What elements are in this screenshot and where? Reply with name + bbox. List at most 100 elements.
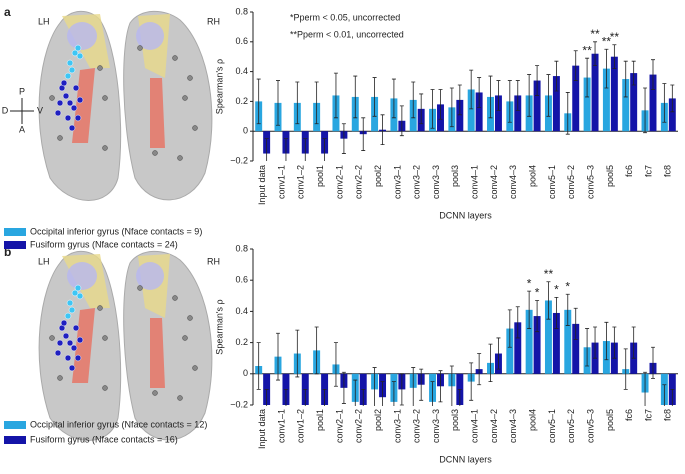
x-tick-label: conv3–1 bbox=[392, 165, 402, 199]
error-bar bbox=[469, 362, 474, 401]
y-axis-label: Spearman's ρ bbox=[214, 59, 224, 114]
x-tick-label: pool1 bbox=[315, 165, 325, 187]
bar bbox=[533, 316, 541, 374]
error-bar bbox=[341, 123, 346, 154]
x-tick-label: conv4–1 bbox=[470, 409, 480, 443]
error-bar bbox=[322, 389, 327, 406]
legend-label: Fusiform gyrus (Nface contacts = 16) bbox=[30, 434, 178, 444]
error-bar bbox=[496, 337, 501, 370]
error-bar bbox=[515, 80, 520, 111]
x-tick-label: conv1–1 bbox=[276, 165, 286, 199]
electrode-other bbox=[137, 285, 143, 291]
error-bar bbox=[399, 105, 404, 137]
electrode-light bbox=[66, 299, 74, 307]
legend-swatch bbox=[4, 421, 26, 429]
error-bar bbox=[264, 138, 269, 161]
error-bar bbox=[554, 296, 559, 329]
electrode-dark bbox=[64, 354, 72, 362]
error-bar bbox=[314, 326, 319, 375]
error-bar bbox=[604, 48, 609, 89]
hemisphere-label: LH bbox=[38, 16, 50, 26]
y-tick-label: 0.8 bbox=[235, 243, 248, 253]
error-bar bbox=[438, 89, 443, 120]
electrode-other bbox=[57, 135, 63, 141]
error-bar bbox=[573, 307, 578, 340]
electrode-dark bbox=[68, 124, 76, 132]
electrode-other bbox=[182, 95, 188, 101]
significance-marker: ** bbox=[544, 267, 554, 281]
electrode-dark bbox=[70, 104, 78, 112]
significance-marker: * bbox=[527, 276, 532, 290]
error-bar bbox=[264, 389, 269, 406]
bar bbox=[591, 53, 599, 132]
significance-marker: * bbox=[554, 283, 559, 297]
error-bar bbox=[546, 281, 551, 320]
error-bar bbox=[488, 75, 493, 119]
x-tick-label: fc7 bbox=[643, 165, 653, 177]
x-tick-label: pool3 bbox=[450, 165, 460, 187]
x-tick-label: fc8 bbox=[663, 165, 673, 177]
x-tick-label: conv3–2 bbox=[412, 409, 422, 443]
error-bar bbox=[380, 114, 385, 146]
error-bar bbox=[631, 326, 636, 359]
x-tick-label: Input data bbox=[257, 409, 267, 449]
error-bar bbox=[353, 379, 358, 406]
x-tick-label: conv2–1 bbox=[334, 409, 344, 443]
electrode-dark bbox=[64, 114, 72, 122]
electrode-other bbox=[152, 150, 158, 156]
legend-swatch bbox=[4, 241, 26, 249]
electrode-light bbox=[74, 44, 82, 52]
x-tick-label: conv1–2 bbox=[296, 409, 306, 443]
x-tick-label: conv4–2 bbox=[489, 165, 499, 199]
significance-marker: * bbox=[565, 279, 570, 293]
y-tick-label: 0.6 bbox=[235, 36, 248, 46]
x-tick-label: pool2 bbox=[373, 409, 383, 431]
error-bar bbox=[515, 306, 520, 339]
error-bar bbox=[593, 326, 598, 359]
error-bar bbox=[604, 321, 609, 361]
x-tick-label: fc7 bbox=[643, 409, 653, 421]
error-bar bbox=[593, 41, 598, 67]
electrode-dark bbox=[66, 99, 74, 107]
brain-illustration: b LH RH bbox=[4, 245, 220, 441]
electrode-dark bbox=[68, 364, 76, 372]
visual-region bbox=[67, 262, 97, 290]
bar bbox=[610, 56, 618, 132]
x-tick-label: conv5–3 bbox=[585, 165, 595, 199]
error-bar bbox=[391, 381, 396, 406]
x-tick-label: fc8 bbox=[663, 409, 673, 421]
electrode-light bbox=[71, 49, 79, 57]
x-tick-label: pool5 bbox=[605, 409, 615, 431]
x-tick-label: fc6 bbox=[624, 165, 634, 177]
bar bbox=[572, 323, 580, 374]
error-bar bbox=[585, 57, 590, 98]
electrode-dark bbox=[56, 99, 64, 107]
error-bar bbox=[457, 84, 462, 116]
bars bbox=[255, 281, 676, 406]
x-tick-label: conv5–2 bbox=[566, 165, 576, 199]
electrode-other bbox=[172, 295, 178, 301]
error-bar bbox=[535, 300, 540, 333]
error-bar bbox=[573, 50, 578, 81]
x-tick-label: conv3–3 bbox=[431, 165, 441, 199]
error-bar bbox=[361, 117, 366, 151]
y-tick-label: 0.4 bbox=[235, 66, 248, 76]
electrode-light bbox=[76, 52, 84, 60]
error-bar bbox=[565, 293, 570, 326]
electrode-other bbox=[177, 395, 183, 401]
panel-label: b bbox=[4, 245, 11, 259]
x-tick-label: pool4 bbox=[527, 165, 537, 187]
electrode-light bbox=[68, 306, 76, 314]
legend-label: Occipital inferior gyrus (Nface contacts… bbox=[30, 419, 207, 429]
electrode-other bbox=[137, 45, 143, 51]
electrode-other bbox=[97, 65, 103, 71]
legend-swatch bbox=[4, 436, 26, 444]
error-bar bbox=[276, 80, 280, 126]
y-tick-label: 0 bbox=[243, 126, 248, 136]
x-tick-label: fc6 bbox=[624, 409, 634, 421]
error-bar bbox=[256, 342, 261, 390]
error-bar bbox=[303, 389, 308, 406]
error-bar bbox=[353, 75, 358, 119]
x-tick-label: conv1–2 bbox=[296, 165, 306, 199]
